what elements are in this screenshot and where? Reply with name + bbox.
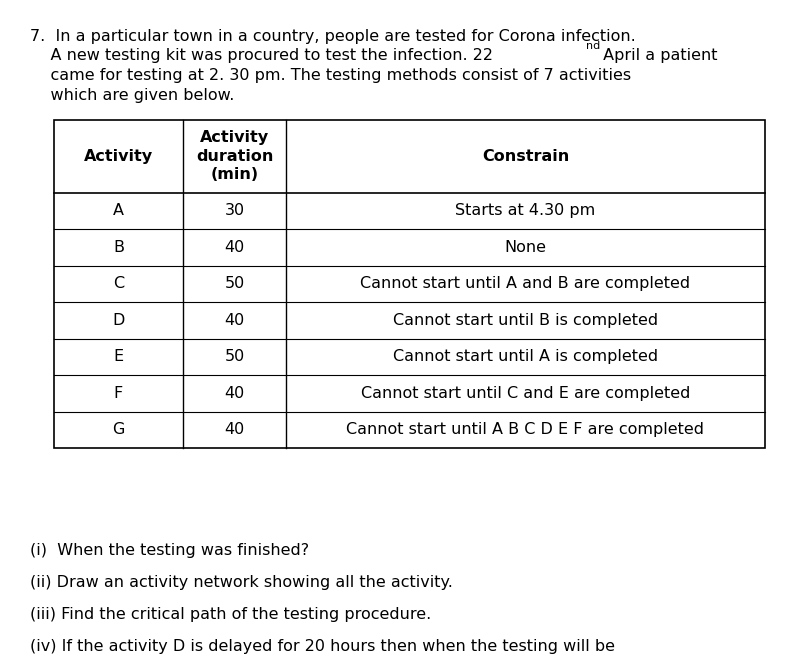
Text: 30: 30 bbox=[224, 203, 245, 218]
Text: came for testing at 2. 30 pm. The testing methods consist of 7 activities: came for testing at 2. 30 pm. The testin… bbox=[30, 68, 631, 84]
Text: 7.  In a particular town in a country, people are tested for Corona infection.: 7. In a particular town in a country, pe… bbox=[30, 29, 636, 44]
Text: F: F bbox=[114, 386, 123, 401]
Text: Starts at 4.30 pm: Starts at 4.30 pm bbox=[456, 203, 595, 218]
Text: 40: 40 bbox=[224, 386, 245, 401]
Text: G: G bbox=[112, 422, 125, 438]
Text: B: B bbox=[113, 240, 124, 255]
Text: 40: 40 bbox=[224, 240, 245, 255]
Text: None: None bbox=[505, 240, 546, 255]
Text: E: E bbox=[114, 349, 123, 365]
Text: A new testing kit was procured to test the infection. 22: A new testing kit was procured to test t… bbox=[30, 48, 493, 64]
Text: A: A bbox=[113, 203, 124, 218]
Text: 40: 40 bbox=[224, 422, 245, 438]
Text: Cannot start until A is completed: Cannot start until A is completed bbox=[393, 349, 658, 365]
Text: Activity: Activity bbox=[84, 149, 153, 163]
Text: D: D bbox=[112, 313, 125, 328]
Text: (ii) Draw an activity network showing all the activity.: (ii) Draw an activity network showing al… bbox=[30, 575, 453, 590]
Text: 50: 50 bbox=[224, 349, 245, 365]
Text: Cannot start until C and E are completed: Cannot start until C and E are completed bbox=[361, 386, 690, 401]
Text: Cannot start until B is completed: Cannot start until B is completed bbox=[393, 313, 658, 328]
Text: Activity
duration
(min): Activity duration (min) bbox=[196, 130, 273, 182]
Text: (i)  When the testing was finished?: (i) When the testing was finished? bbox=[30, 543, 309, 558]
Text: 50: 50 bbox=[224, 276, 245, 291]
Text: Cannot start until A B C D E F are completed: Cannot start until A B C D E F are compl… bbox=[347, 422, 704, 438]
Bar bbox=[54, 120, 765, 448]
Text: 40: 40 bbox=[224, 313, 245, 328]
Text: (iv) If the activity D is delayed for 20 hours then when the testing will be: (iv) If the activity D is delayed for 20… bbox=[30, 639, 615, 654]
Text: nd: nd bbox=[586, 41, 600, 50]
Text: C: C bbox=[113, 276, 124, 291]
Text: Cannot start until A and B are completed: Cannot start until A and B are completed bbox=[360, 276, 691, 291]
Text: (iii) Find the critical path of the testing procedure.: (iii) Find the critical path of the test… bbox=[30, 607, 432, 622]
Text: Constrain: Constrain bbox=[482, 149, 569, 163]
Text: which are given below.: which are given below. bbox=[30, 88, 235, 104]
Text: April a patient: April a patient bbox=[599, 48, 718, 64]
